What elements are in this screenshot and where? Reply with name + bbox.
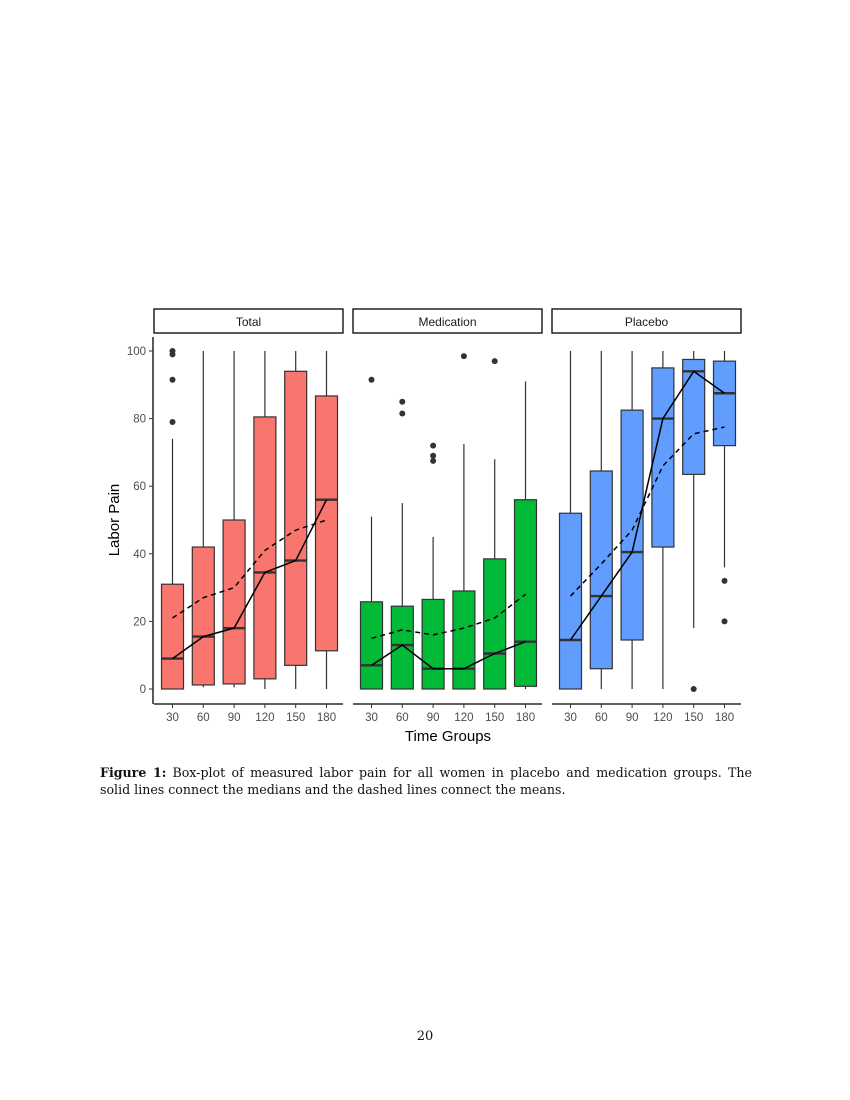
- y-tick-label: 20: [133, 616, 146, 628]
- box: [314, 395, 339, 652]
- box: [359, 601, 384, 690]
- outlier-point: [721, 618, 728, 625]
- caption-text: Box-plot of measured labor pain for all …: [100, 765, 752, 797]
- x-tick-label: 90: [427, 712, 440, 724]
- y-tick-label: 0: [140, 684, 146, 696]
- x-tick-label: 150: [485, 712, 504, 724]
- box: [513, 499, 538, 687]
- x-tick-label: 60: [396, 712, 409, 724]
- y-tick-label: 40: [133, 549, 146, 561]
- facet-strip-total: [153, 308, 344, 334]
- median-line: [371, 640, 526, 670]
- x-tick-label: 60: [197, 712, 210, 724]
- x-tick-label: 150: [684, 712, 703, 724]
- box: [558, 512, 583, 690]
- box: [421, 598, 445, 690]
- x-tick-label: 120: [255, 712, 274, 724]
- box: [589, 470, 613, 670]
- y-axis-label: Labor Pain: [106, 484, 123, 557]
- box: [160, 583, 185, 690]
- box: [651, 367, 675, 548]
- y-tick-label: 60: [133, 481, 146, 493]
- outlier-point: [399, 410, 406, 417]
- facet-strip-placebo: [551, 308, 742, 334]
- outlier-point: [169, 348, 176, 354]
- outlier-point: [430, 452, 437, 459]
- page-number: 20: [416, 1029, 434, 1044]
- outlier-point: [690, 686, 697, 692]
- outlier-point: [169, 376, 176, 383]
- x-tick-label: 60: [595, 712, 608, 724]
- x-tick-label: 180: [317, 712, 336, 724]
- y-tick-label: 80: [133, 414, 146, 426]
- mean-line: [172, 519, 327, 619]
- figure-caption: Figure 1: Box-plot of measured labor pain…: [100, 764, 752, 798]
- box: [191, 546, 215, 686]
- outlier-point: [491, 358, 498, 365]
- x-tick-label: 90: [228, 712, 241, 724]
- outlier-point: [460, 353, 467, 360]
- facet-label: Placebo: [625, 315, 669, 329]
- median-line: [172, 499, 328, 660]
- box: [483, 558, 507, 690]
- outlier-point: [430, 442, 437, 449]
- x-tick-label: 120: [653, 712, 672, 724]
- facet-strip-medication: [352, 308, 543, 334]
- box: [253, 416, 277, 680]
- box: [284, 370, 308, 666]
- outlier-point: [368, 376, 375, 383]
- box: [390, 605, 414, 690]
- x-tick-label: 150: [286, 712, 305, 724]
- x-tick-label: 120: [454, 712, 473, 724]
- box: [712, 360, 737, 447]
- x-axis-label: Time Groups: [405, 728, 491, 745]
- x-tick-label: 180: [715, 712, 734, 724]
- box: [620, 409, 644, 641]
- outlier-point: [399, 398, 406, 405]
- median-line: [569, 370, 725, 641]
- facet-label: Total: [236, 315, 261, 329]
- y-tick-label: 100: [127, 346, 146, 358]
- caption-label: Figure 1:: [100, 765, 167, 780]
- mean-line: [569, 426, 725, 597]
- x-tick-label: 30: [564, 712, 577, 724]
- outlier-point: [721, 577, 728, 584]
- outlier-point: [169, 418, 176, 425]
- x-tick-label: 30: [365, 712, 378, 724]
- x-tick-label: 180: [516, 712, 535, 724]
- x-tick-label: 90: [626, 712, 639, 724]
- box: [222, 519, 246, 685]
- outlier-point: [430, 457, 437, 464]
- box: [682, 358, 706, 475]
- facet-label: Medication: [418, 315, 476, 329]
- boxplot-figure: 0 20 40 60 80 100 Total 30 60 90 120 150 180 Medicati…: [106, 308, 742, 745]
- x-tick-label: 30: [166, 712, 179, 724]
- box: [452, 590, 476, 690]
